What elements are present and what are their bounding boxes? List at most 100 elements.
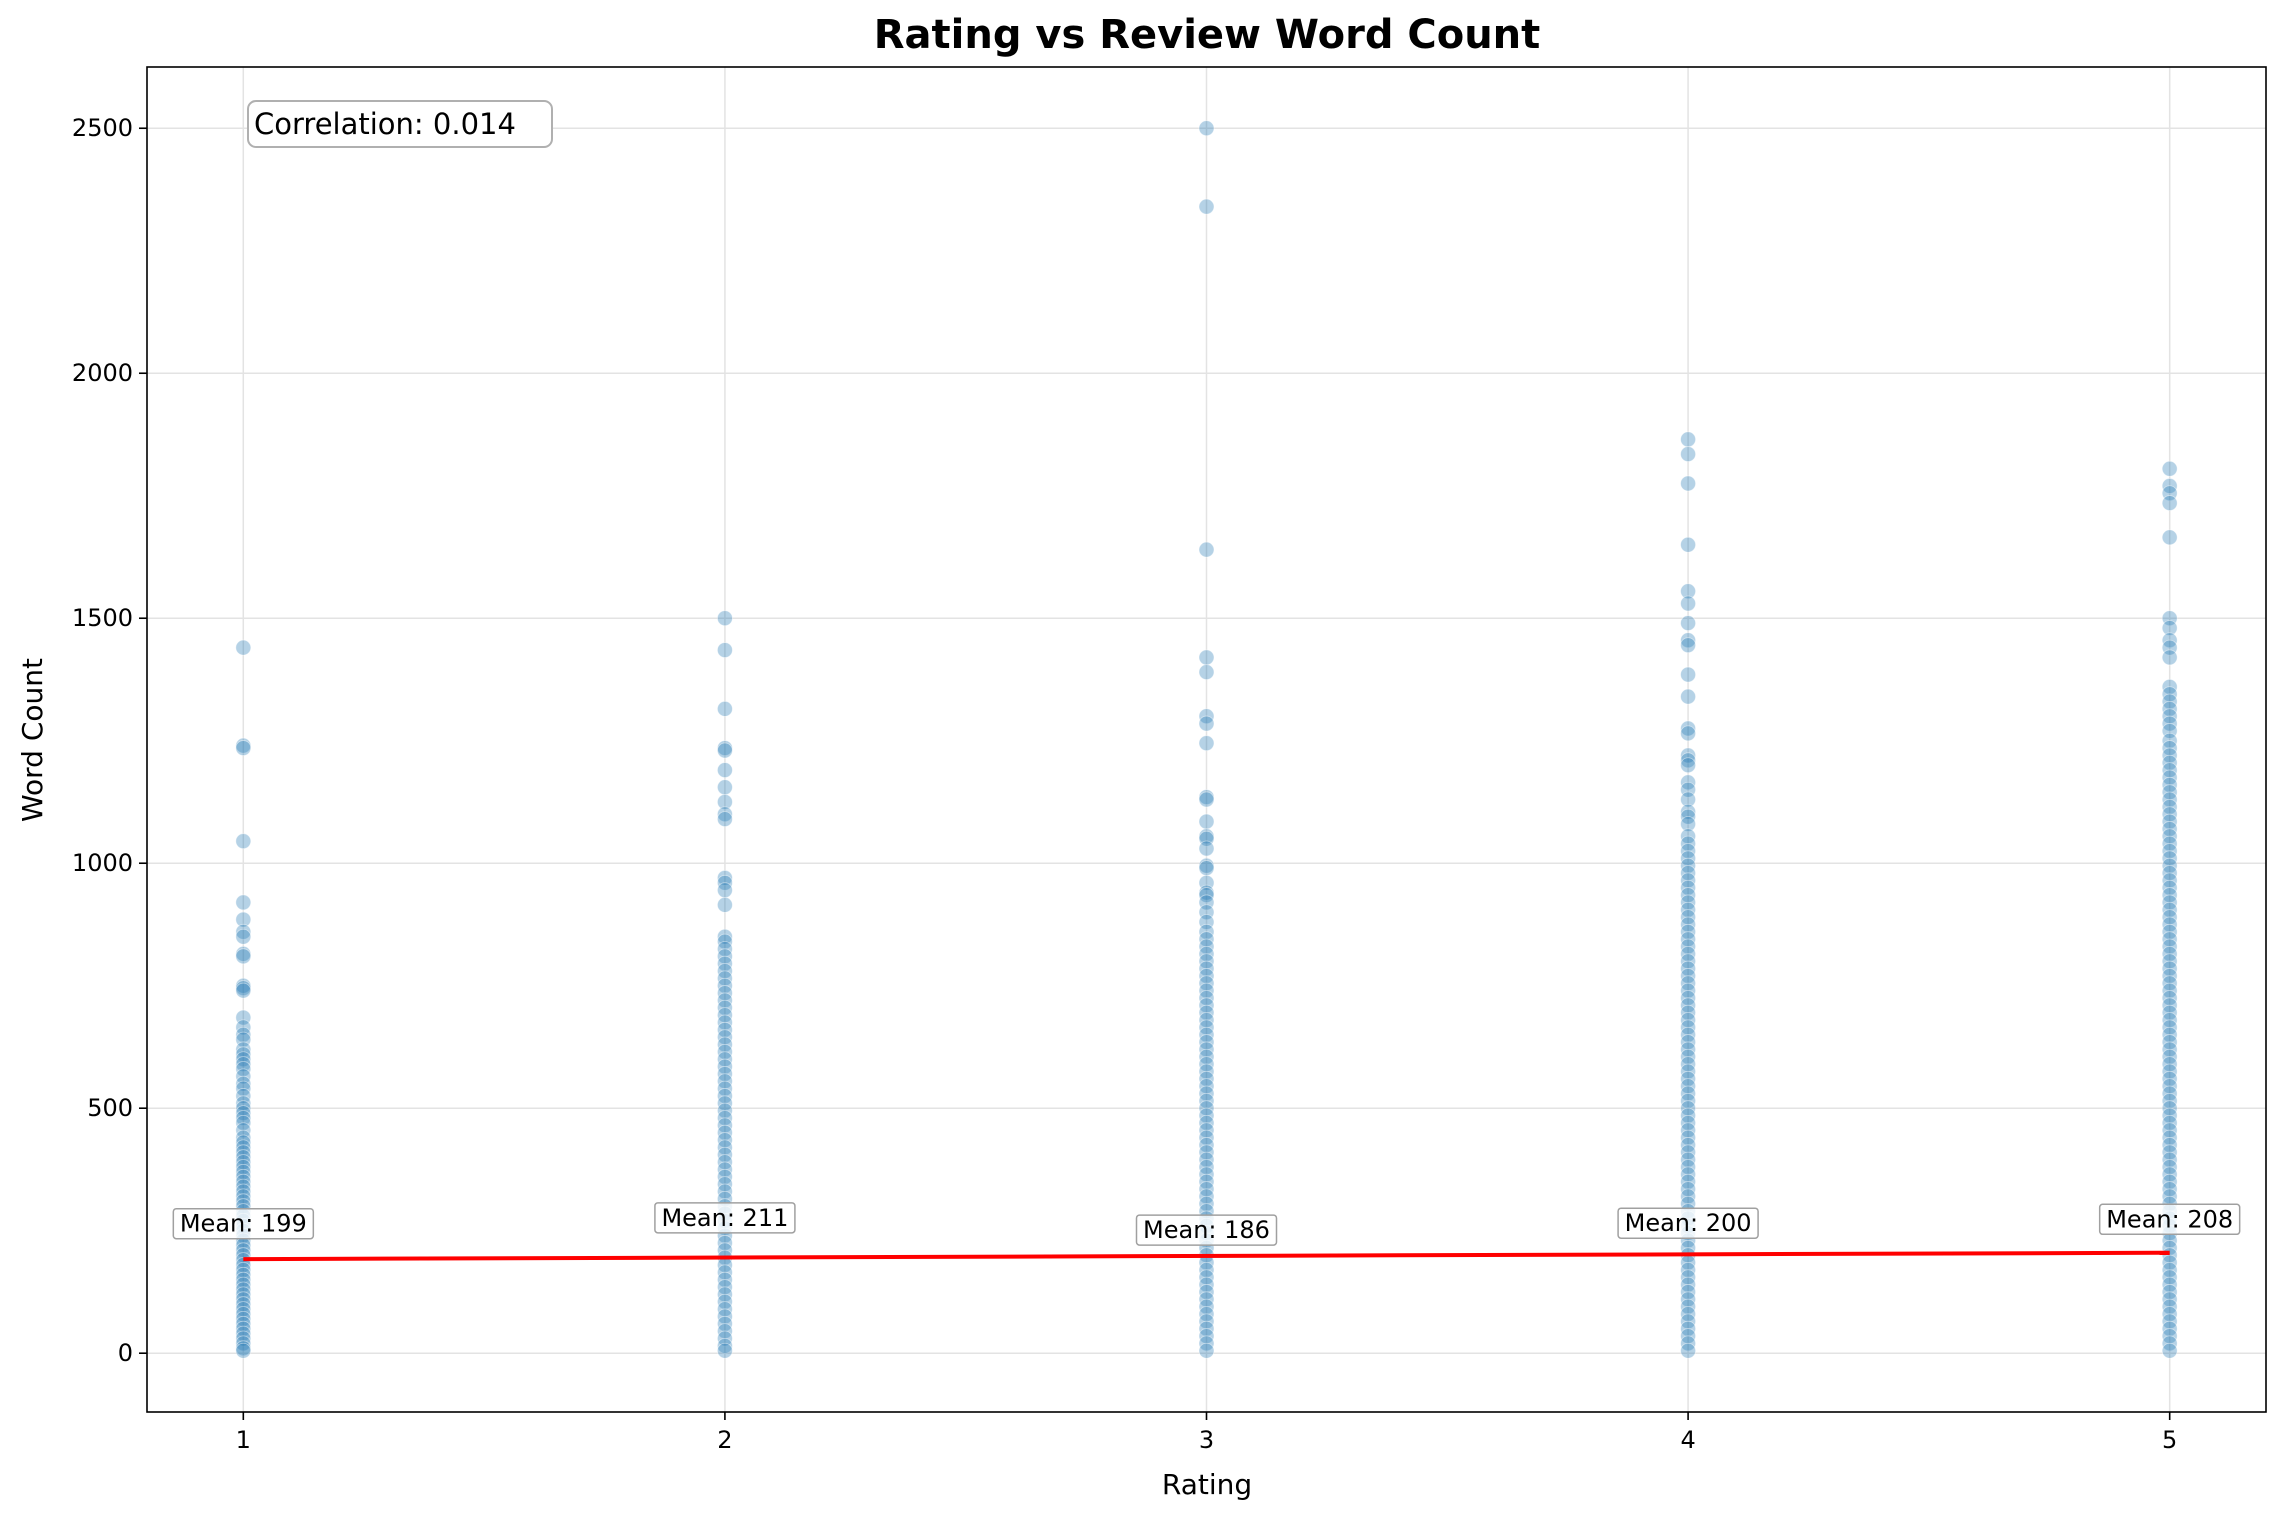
mean-label-group: Mean: 211 — [654, 1202, 796, 1234]
scatter-point — [235, 1056, 252, 1073]
tick-layer: 1 2 3 4 5 0 500 1000 1500 2000 2500 — [72, 114, 2177, 1454]
scatter-point — [717, 700, 733, 717]
scatter-point — [1680, 632, 1696, 649]
scatter-point — [2161, 649, 2178, 666]
scatter-point — [235, 948, 252, 965]
mean-label-text: Mean: 199 — [180, 1210, 307, 1238]
mean-label-box — [1617, 1207, 1759, 1239]
scatter-point — [1198, 715, 1215, 732]
scatter-point — [1198, 1342, 1215, 1359]
scatter-point — [235, 923, 252, 940]
scatter-point — [1680, 446, 1696, 462]
mean-label-text: Mean: 200 — [1625, 1209, 1752, 1237]
mean-label-box — [654, 1202, 796, 1234]
scatter-point — [1198, 840, 1215, 857]
scatter-point — [235, 740, 252, 756]
scatter-point — [1680, 431, 1696, 448]
y-tick-label: 2000 — [72, 359, 133, 387]
scatter-point — [235, 833, 252, 850]
scatter-point — [717, 811, 733, 828]
scatter-point — [2161, 495, 2178, 511]
x-axis-label: Rating — [1162, 1468, 1252, 1501]
mean-label-group: Mean: 199 — [172, 1207, 315, 1240]
x-tick-label: 2 — [717, 1426, 732, 1454]
scatter-point — [1198, 735, 1215, 752]
scatter-point — [235, 1342, 252, 1359]
mean-label-group: Mean: 200 — [1617, 1207, 1759, 1239]
y-tick-label: 1500 — [72, 604, 133, 632]
scatter-point — [2161, 1342, 2178, 1359]
x-tick-label: 5 — [2162, 1426, 2177, 1454]
scatter-point — [717, 642, 733, 658]
scatter-point — [235, 982, 252, 999]
scatter-point — [717, 1337, 733, 1354]
scatter-point — [1680, 583, 1696, 600]
scatter-point — [1680, 757, 1696, 774]
scatter-point — [1198, 541, 1215, 558]
x-tick-label: 4 — [1680, 1426, 1695, 1454]
scatter-point — [1680, 637, 1696, 654]
scatter-point — [2161, 620, 2178, 636]
scatter-point — [717, 1342, 733, 1359]
scatter-point — [235, 1075, 252, 1092]
mean-label-group: Mean: 186 — [1135, 1214, 1278, 1246]
scatter-point — [2161, 529, 2178, 546]
scatter-point — [1680, 475, 1696, 492]
scatter-point — [2161, 460, 2178, 477]
scatter-point — [1680, 688, 1696, 705]
y-tick-label: 2500 — [72, 114, 133, 142]
scatter-point — [1198, 813, 1215, 830]
trend-line — [243, 1250, 2170, 1262]
scatter-point — [1680, 1342, 1696, 1359]
trend-layer — [243, 1250, 2170, 1262]
y-tick-label: 1000 — [72, 849, 133, 877]
x-tick-label: 1 — [236, 1426, 251, 1454]
mean-labels: Mean: 199 Mean: 211 Mean: 186 Mean: 200 Mean… — [172, 1202, 2241, 1246]
scatter-point — [1198, 649, 1215, 666]
scatter-point — [1198, 198, 1215, 215]
scatter-point — [1198, 791, 1215, 808]
scatter-point — [1680, 720, 1696, 737]
scatter-point — [1680, 791, 1696, 808]
scatter-point — [235, 1110, 252, 1126]
scatter-point — [717, 794, 733, 810]
y-tick-label: 0 — [118, 1339, 133, 1367]
mean-label-text: Mean: 186 — [1143, 1216, 1270, 1244]
scatter-point — [1680, 803, 1696, 820]
mean-label-text: Mean: 208 — [2106, 1205, 2233, 1233]
scatter-point — [717, 779, 733, 796]
scatter-point — [1198, 860, 1215, 877]
scatter-point — [235, 639, 252, 656]
scatter-point — [1680, 595, 1696, 612]
scatter-point — [717, 806, 733, 823]
scatter-point — [717, 870, 733, 886]
x-tick-label: 3 — [1199, 1426, 1214, 1454]
mean-label-group: Mean: 208 — [2098, 1203, 2241, 1236]
mean-label-box — [172, 1207, 315, 1240]
mean-label-box — [2098, 1203, 2241, 1236]
scatter-point — [1680, 615, 1696, 632]
mean-label-text: Mean: 211 — [661, 1204, 788, 1232]
correlation-text: Correlation: 0.014 — [254, 107, 516, 141]
scatter-point — [1680, 752, 1696, 769]
scatter-point — [235, 928, 252, 945]
correlation-annotation: Correlation: 0.014 — [247, 100, 553, 148]
scatter-point — [717, 742, 733, 759]
scatter-point — [235, 894, 252, 911]
scatter-point — [1198, 664, 1215, 681]
scatter-point — [717, 896, 733, 913]
y-axis-label: Word Count — [16, 658, 49, 822]
scatter-point — [717, 610, 733, 627]
mean-label-box — [1135, 1214, 1278, 1246]
scatter-point — [1198, 120, 1215, 137]
scatter-point — [1680, 536, 1696, 553]
scatter-point — [717, 928, 733, 945]
scatter-point — [717, 882, 733, 899]
chart-title: Rating vs Review Word Count — [874, 12, 1541, 58]
correlation-box — [247, 100, 553, 148]
y-tick-label: 500 — [87, 1094, 133, 1122]
scatter-point — [1680, 816, 1696, 832]
scatter-point — [1680, 666, 1696, 683]
